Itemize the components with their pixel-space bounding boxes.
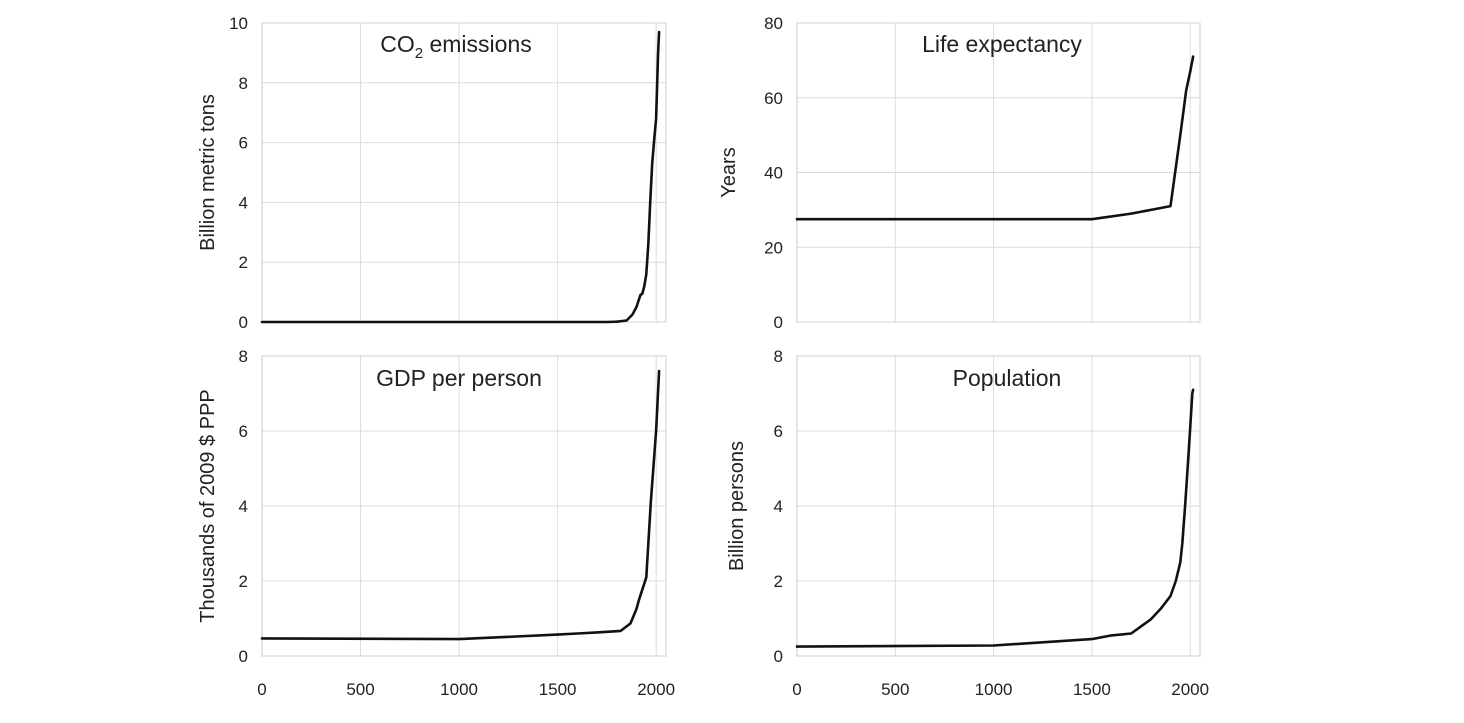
y-tick-label: 0 (774, 313, 783, 332)
y-tick-label: 6 (774, 422, 783, 441)
plot-frame (262, 23, 666, 322)
y-tick-label: 40 (764, 164, 783, 183)
x-tick-label: 1500 (539, 680, 577, 699)
y-tick-label: 60 (764, 89, 783, 108)
panel-title: Life expectancy (922, 31, 1082, 57)
chart-panel-4: 0 2 4 6 8 0 500 1000 1500 2000 Billion persons Popu… (726, 347, 1209, 699)
y-tick-label: 2 (774, 572, 783, 591)
series-line (797, 390, 1193, 647)
x-tick-label: 0 (257, 680, 266, 699)
y-tick-label: 0 (239, 647, 248, 666)
x-tick-label: 1500 (1073, 680, 1111, 699)
x-tick-label: 1000 (975, 680, 1013, 699)
y-tick-label: 2 (239, 253, 248, 272)
chart-panel-3: 0 2 4 6 8 0 500 1000 1500 2000 Thousands of 2009 $… (197, 347, 675, 699)
y-tick-label: 0 (774, 647, 783, 666)
y-tick-label: 8 (239, 74, 248, 93)
y-tick-label: 20 (764, 238, 783, 257)
y-tick-label: 8 (239, 347, 248, 366)
panel-title: CO2 emissions (380, 31, 532, 62)
series-line (262, 371, 659, 639)
x-tick-label: 2000 (637, 680, 675, 699)
x-tick-label: 1000 (440, 680, 478, 699)
chart-panel-2: 0 20 40 60 80 Years Life expectancy (718, 14, 1200, 332)
y-tick-label: 4 (774, 497, 783, 516)
y-tick-label: 4 (239, 193, 248, 212)
series-line (262, 32, 659, 322)
y-tick-label: 2 (239, 572, 248, 591)
chart-panel-1: 0 2 4 6 8 10 Billion metric tons CO2 emissions (197, 14, 666, 332)
y-tick-label: 4 (239, 497, 248, 516)
y-tick-label: 6 (239, 422, 248, 441)
y-axis-label: Billion metric tons (197, 94, 219, 251)
panel-title: GDP per person (376, 365, 542, 391)
y-tick-label: 8 (774, 347, 783, 366)
x-tick-label: 2000 (1171, 680, 1209, 699)
y-tick-label: 6 (239, 134, 248, 153)
series-line (797, 57, 1193, 220)
panel-title: Population (953, 365, 1062, 391)
x-tick-label: 500 (346, 680, 374, 699)
y-axis-label: Thousands of 2009 $ PPP (197, 389, 219, 623)
y-tick-label: 10 (229, 14, 248, 33)
y-axis-label: Years (718, 147, 740, 197)
x-tick-label: 500 (881, 680, 909, 699)
y-tick-label: 80 (764, 14, 783, 33)
y-tick-label: 0 (239, 313, 248, 332)
y-axis-label: Billion persons (726, 441, 748, 571)
x-tick-label: 0 (792, 680, 801, 699)
